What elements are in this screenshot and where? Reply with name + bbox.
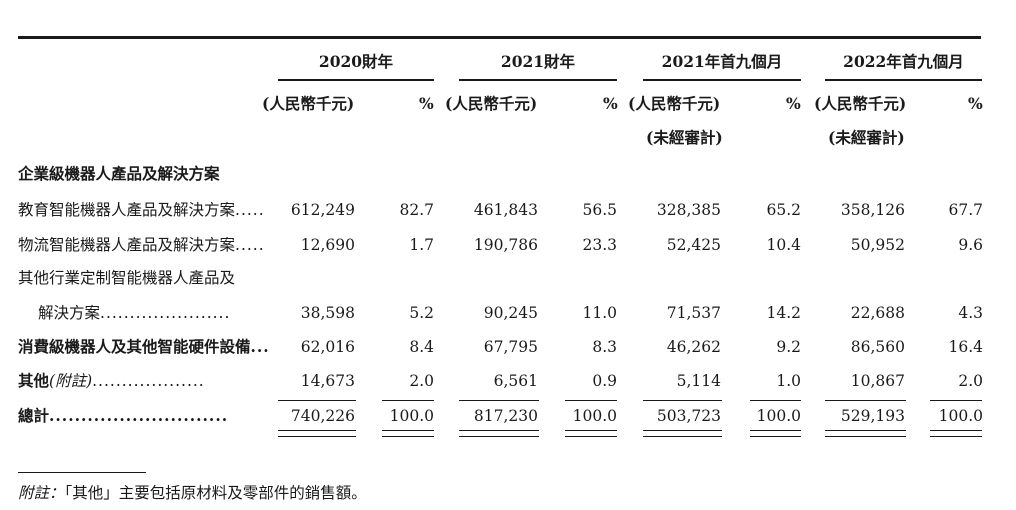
- subtotal-rule: [382, 400, 434, 401]
- table-cell: 82.7: [399, 201, 434, 219]
- subtotal-rule: [278, 400, 356, 401]
- table-cell: 461,843: [473, 201, 538, 219]
- percent-header: %: [968, 94, 983, 113]
- percent-header: %: [786, 94, 801, 113]
- table-cell: 1.0: [776, 372, 801, 390]
- currency-header: (人民幣千元): [445, 94, 538, 113]
- currency-header: (人民幣千元): [262, 94, 355, 113]
- table-cell-total: 740,226: [290, 407, 355, 425]
- table-cell: 71,537: [666, 304, 721, 322]
- total-double-rule: [750, 430, 801, 437]
- subtotal-rule: [750, 400, 801, 401]
- table-cell: 190,786: [473, 236, 538, 254]
- table-cell: 90,245: [483, 304, 538, 322]
- table-cell: 358,126: [840, 201, 905, 219]
- table-cell-total: 817,230: [473, 407, 538, 425]
- table-cell: 65.2: [766, 201, 801, 219]
- total-double-rule: [278, 430, 356, 437]
- table-cell: 14,673: [300, 372, 355, 390]
- row-label: 消費級機器人及其他智能硬件設備...: [18, 337, 268, 356]
- table-cell: 56.5: [582, 201, 617, 219]
- total-double-rule: [930, 430, 982, 437]
- table-cell: 5,114: [676, 372, 721, 390]
- table-cell: 11.0: [582, 304, 617, 322]
- period-underline: [459, 79, 617, 81]
- table-cell: 4.3: [958, 304, 983, 322]
- table-cell: 1.7: [409, 236, 434, 254]
- period-underline: [278, 79, 434, 81]
- table-cell-total: 100.0: [389, 407, 434, 425]
- footnote: 附註：「其他」主要包括原材料及零部件的銷售額。: [18, 484, 367, 502]
- table-cell: 14.2: [766, 304, 801, 322]
- table-cell: 86,560: [850, 338, 905, 356]
- table-cell: 9.2: [776, 338, 801, 356]
- table-cell: 612,249: [290, 201, 355, 219]
- currency-header: (人民幣千元): [628, 94, 721, 113]
- period-header-2020: 2020財年: [318, 52, 394, 71]
- table-cell-total: 100.0: [572, 407, 617, 425]
- table-cell: 67.7: [948, 201, 983, 219]
- table-cell: 8.4: [409, 338, 434, 356]
- table-cell-total: 100.0: [756, 407, 801, 425]
- table-cell: 10.4: [766, 236, 801, 254]
- table-cell: 23.3: [582, 236, 617, 254]
- subtotal-rule: [930, 400, 982, 401]
- table-cell: 328,385: [656, 201, 721, 219]
- row-label: 其他(附註)...................: [18, 371, 205, 390]
- subtotal-rule: [825, 400, 906, 401]
- subtotal-rule: [565, 400, 617, 401]
- row-label: 物流智能機器人產品及解決方案.....: [18, 236, 265, 254]
- table-cell: 9.6: [958, 236, 983, 254]
- table-cell: 0.9: [592, 372, 617, 390]
- table-cell: 16.4: [948, 338, 983, 356]
- period-header-2021: 2021財年: [500, 52, 576, 71]
- table-cell: 46,262: [666, 338, 721, 356]
- row-label: 其他行業定制智能機器人產品及: [18, 269, 236, 287]
- subtotal-rule: [643, 400, 722, 401]
- table-cell: 62,016: [300, 338, 355, 356]
- period-header-2022-9m: 2022年首九個月: [843, 52, 964, 71]
- total-double-rule: [459, 430, 539, 437]
- unaudited-label: (未經審計): [646, 128, 723, 147]
- total-double-rule: [825, 430, 906, 437]
- table-cell: 38,598: [300, 304, 355, 322]
- total-double-rule: [565, 430, 617, 437]
- row-label: 教育智能機器人產品及解決方案.....: [18, 201, 265, 219]
- table-cell: 10,867: [850, 372, 905, 390]
- table-cell: 2.0: [958, 372, 983, 390]
- table-cell-total: 529,193: [840, 407, 905, 425]
- table-cell: 6,561: [493, 372, 538, 390]
- table-cell: 50,952: [850, 236, 905, 254]
- row-label-total: 總計............................: [18, 406, 229, 425]
- table-cell: 67,795: [483, 338, 538, 356]
- footnote-rule: [18, 472, 146, 473]
- table-cell: 5.2: [409, 304, 434, 322]
- table-cell: 12,690: [300, 236, 355, 254]
- table-top-rule: [18, 36, 981, 39]
- period-header-2021-9m: 2021年首九個月: [661, 52, 783, 71]
- table-cell: 8.3: [592, 338, 617, 356]
- unaudited-label: (未經審計): [828, 128, 905, 147]
- table-cell: 2.0: [409, 372, 434, 390]
- percent-header: %: [419, 94, 434, 113]
- period-underline: [643, 79, 801, 81]
- period-underline: [825, 79, 982, 81]
- percent-header: %: [603, 94, 618, 113]
- table-cell: 52,425: [666, 236, 721, 254]
- total-double-rule: [382, 430, 434, 437]
- table-cell-total: 503,723: [656, 407, 721, 425]
- subtotal-rule: [459, 400, 539, 401]
- total-double-rule: [643, 430, 722, 437]
- table-cell: 22,688: [850, 304, 905, 322]
- table-cell-total: 100.0: [938, 407, 983, 425]
- currency-header: (人民幣千元): [814, 94, 907, 113]
- row-label: 解決方案......................: [38, 304, 231, 322]
- section-heading: 企業級機器人產品及解決方案: [18, 164, 220, 183]
